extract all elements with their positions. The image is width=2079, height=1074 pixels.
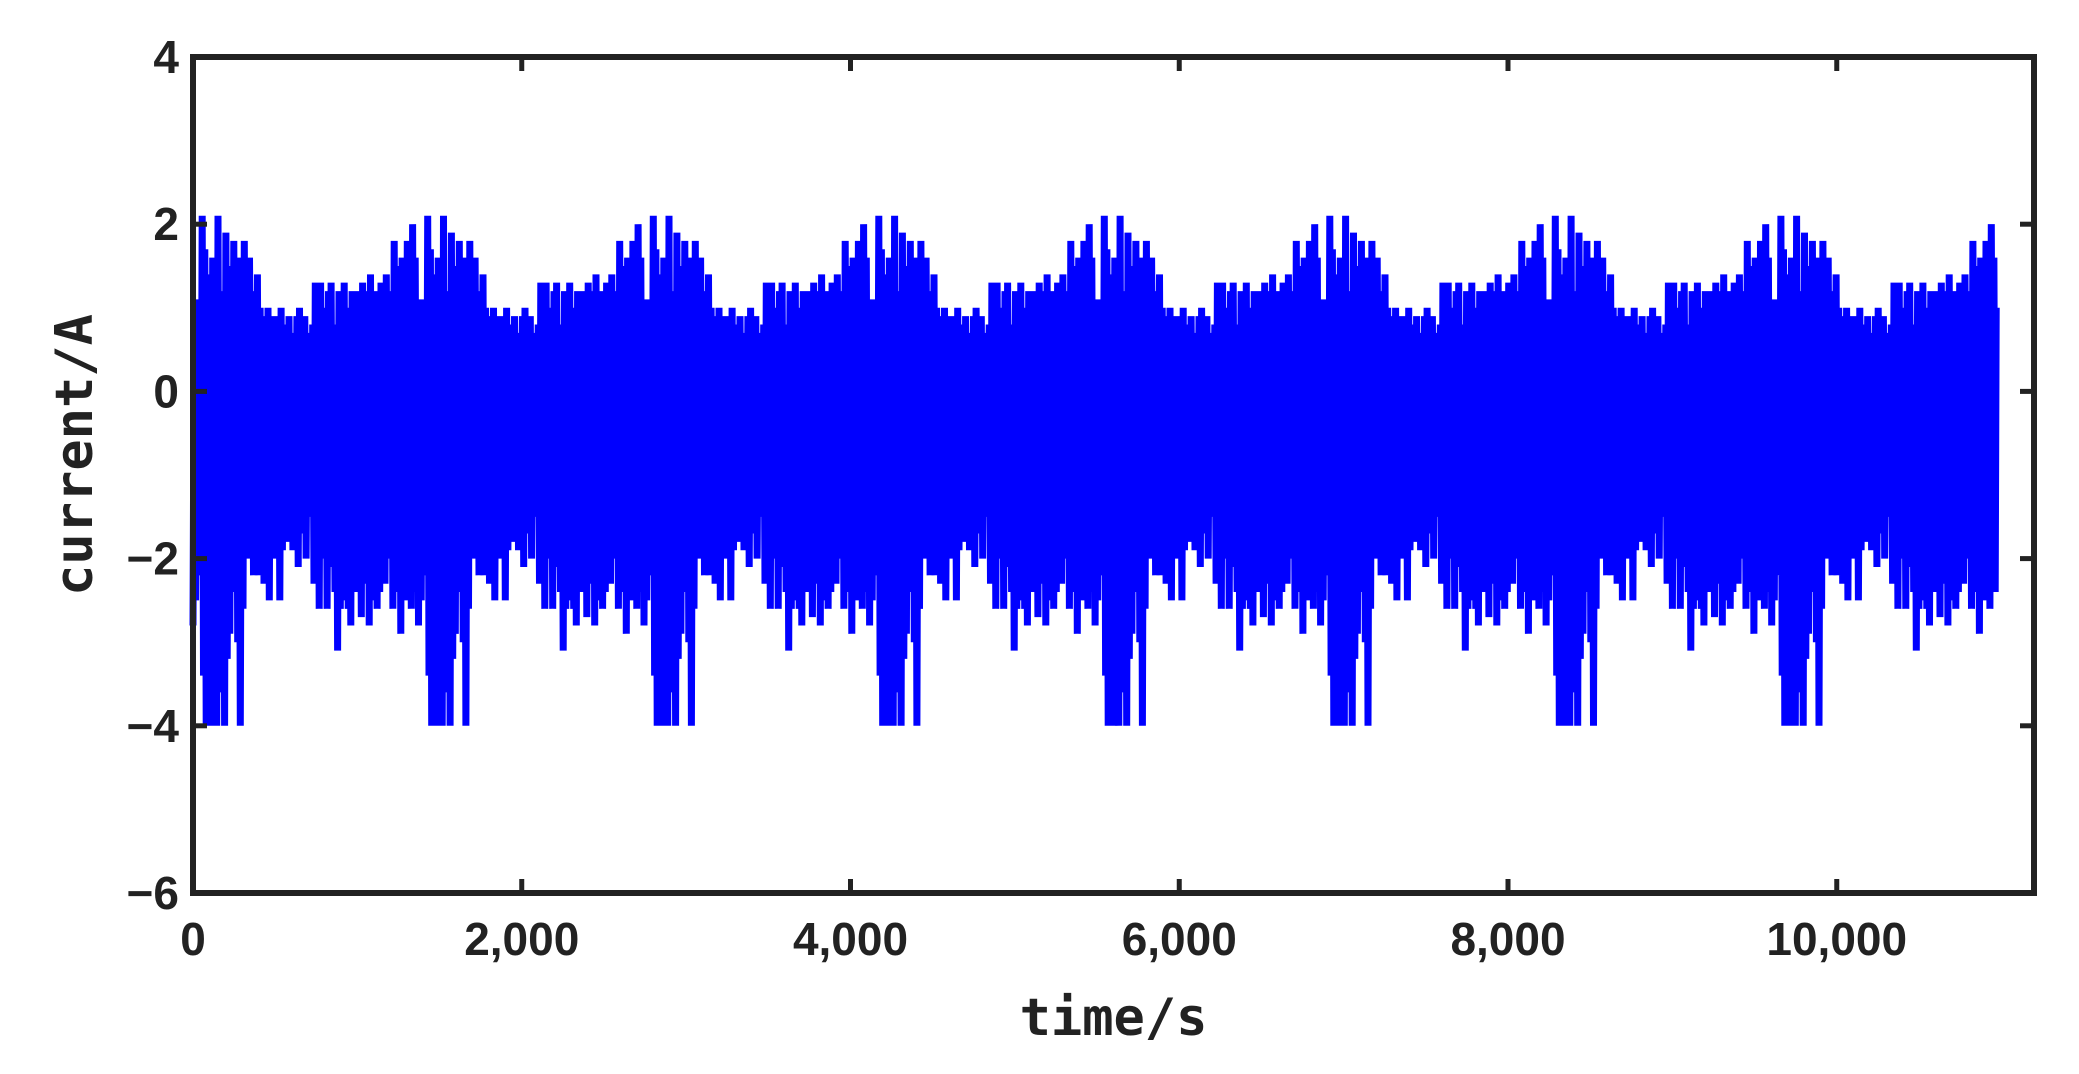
- x-tick-label: 10,000: [1766, 913, 1907, 965]
- series-line: [189, 215, 2000, 726]
- tick-layer: 0 2,000 4,000 6,000 8,000 10,000 −6 −4 −2 0 2 4: [127, 31, 2034, 965]
- x-axis-title: time/s: [1020, 988, 1208, 1048]
- y-tick-label: 0: [153, 365, 179, 417]
- x-tick-label: 0: [180, 913, 206, 965]
- x-tick-label: 2,000: [464, 913, 579, 965]
- x-tick-label: 8,000: [1450, 913, 1565, 965]
- x-tick-label: 6,000: [1122, 913, 1237, 965]
- y-tick-label: −4: [127, 700, 180, 752]
- plot-frame: [190, 54, 2037, 896]
- y-tick-label: −2: [127, 533, 179, 585]
- y-tick-label: 4: [153, 31, 179, 83]
- y-axis-title: current/A: [45, 314, 105, 596]
- y-tick-label: 2: [153, 198, 179, 250]
- x-tick-label: 4,000: [793, 913, 908, 965]
- series-layer: [189, 215, 2000, 726]
- y-tick-label: −6: [127, 867, 179, 919]
